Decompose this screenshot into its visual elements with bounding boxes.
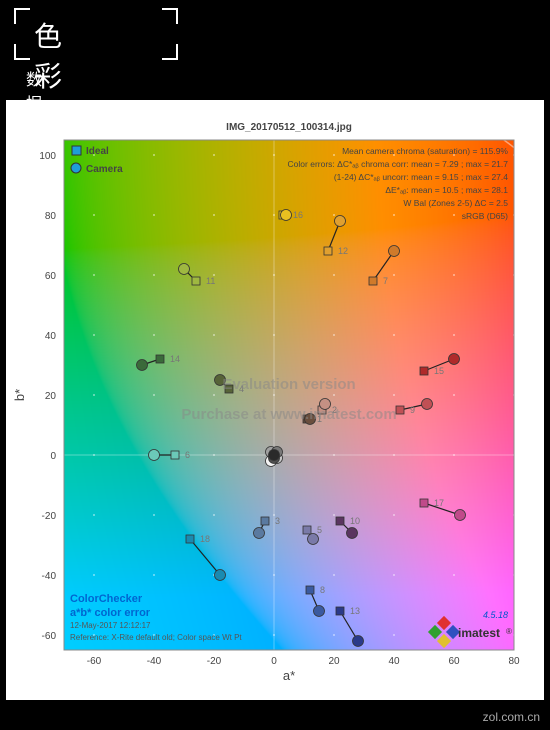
svg-text:-40: -40 [147,656,162,667]
svg-text:17: 17 [434,498,444,508]
svg-text:0: 0 [271,656,277,667]
svg-text:ΔE*ₐᵦ: mean = 10.5 ; max = 2: ΔE*ₐᵦ: mean = 10.5 ; max = 28.1 [385,185,508,195]
svg-text:-40: -40 [42,571,57,582]
chart-container: -60 -40 -20 0 20 40 60 80 -60 -40 -20 0 20 40 60 80 100 a… [6,100,544,700]
svg-text:40: 40 [45,331,57,342]
svg-text:0: 0 [50,451,56,462]
svg-text:18: 18 [200,534,210,544]
svg-text:14: 14 [170,354,180,364]
svg-text:12-May-2017 12:12:17: 12-May-2017 12:12:17 [70,621,151,630]
svg-text:-60: -60 [87,656,102,667]
svg-text:8: 8 [320,585,325,595]
svg-text:Purchase at www.imatest.com: Purchase at www.imatest.com [181,406,396,423]
svg-text:-60: -60 [42,631,57,642]
svg-text:W Bal (Zones 2-5) ΔC = 2.5: W Bal (Zones 2-5) ΔC = 2.5 [403,198,508,208]
svg-text:5: 5 [317,525,322,535]
svg-text:9: 9 [410,405,415,415]
svg-text:b*: b* [12,389,27,401]
svg-text:13: 13 [350,606,360,616]
svg-text:60: 60 [45,271,57,282]
svg-text:100: 100 [39,151,56,162]
svg-text:sRGB (D65): sRGB (D65) [462,211,508,221]
svg-text:11: 11 [206,276,215,286]
svg-text:60: 60 [448,656,460,667]
svg-text:3: 3 [275,516,280,526]
svg-text:Ideal: Ideal [86,146,109,157]
svg-text:40: 40 [388,656,400,667]
svg-text:15: 15 [434,366,444,376]
svg-text:Color errors: ΔC*ₐᵦ chroma co: Color errors: ΔC*ₐᵦ chroma corr: mean = … [288,159,509,169]
svg-text:16: 16 [293,210,303,220]
corner-br-icon [162,44,178,60]
svg-text:6: 6 [185,450,190,460]
svg-text:7: 7 [383,276,388,286]
svg-text:4.5.18: 4.5.18 [483,610,508,620]
corner-tr-icon [162,8,178,24]
corner-bl-icon [14,44,30,60]
svg-text:Camera: Camera [86,164,123,175]
svg-text:a*b* color error: a*b* color error [70,607,151,619]
color-error-chart: -60 -40 -20 0 20 40 60 80 -60 -40 -20 0 20 40 60 80 100 a… [6,100,544,700]
svg-text:Mean camera chroma (saturation: Mean camera chroma (saturation) = 115.9% [342,146,508,156]
corner-tl-icon [14,8,30,24]
svg-text:®: ® [506,627,512,636]
svg-text:-20: -20 [207,656,222,667]
svg-text:(1-24) ΔC*ₐᵦ uncorr: m: (1-24) ΔC*ₐᵦ uncorr: mean = 9.15 ; max =… [334,172,508,182]
svg-text:80: 80 [508,656,520,667]
svg-text:Evaluation version: Evaluation version [222,376,355,393]
svg-text:20: 20 [45,391,57,402]
svg-text:-20: -20 [42,511,57,522]
svg-text:Reference: X-Rite default old;: Reference: X-Rite default old; Color spa… [70,633,242,642]
source-credit: zol.com.cn [483,710,540,724]
svg-text:imatest: imatest [458,626,500,640]
svg-text:10: 10 [350,516,360,526]
page: 色彩还原 数据据来源 -60-40-20020406080-60-40-2002… [0,0,550,730]
svg-text:ColorChecker: ColorChecker [70,593,143,605]
svg-text:a*: a* [283,668,295,683]
svg-text:12: 12 [338,246,348,256]
svg-text:IMG_20170512_100314.jpg: IMG_20170512_100314.jpg [226,122,352,133]
svg-text:20: 20 [328,656,340,667]
svg-text:80: 80 [45,211,57,222]
